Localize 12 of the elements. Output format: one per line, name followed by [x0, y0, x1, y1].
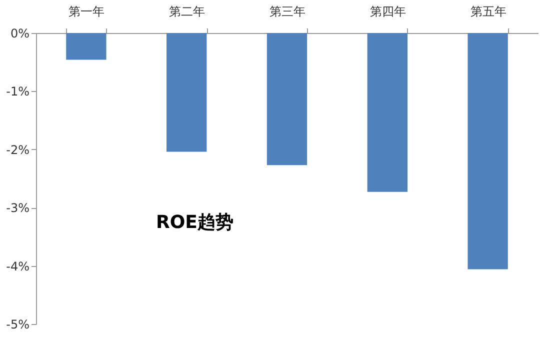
x-tick-label: 第五年: [470, 4, 506, 18]
x-tick-label: 第四年: [370, 4, 406, 18]
y-tick-label: -4%: [6, 259, 30, 274]
annotation: ROE趋势: [156, 212, 234, 233]
x-tick-label: 第二年: [169, 4, 206, 18]
y-tick-label: -5%: [6, 318, 30, 332]
y-tick-label: 0%: [10, 26, 30, 40]
y-tick-label: -3%: [6, 201, 30, 216]
x-tick-label: 第三年: [270, 4, 306, 18]
y-tick-label: -2%: [6, 142, 30, 157]
x-tick-label: 第一年: [68, 4, 105, 18]
y-tick-label: -1%: [6, 84, 30, 99]
